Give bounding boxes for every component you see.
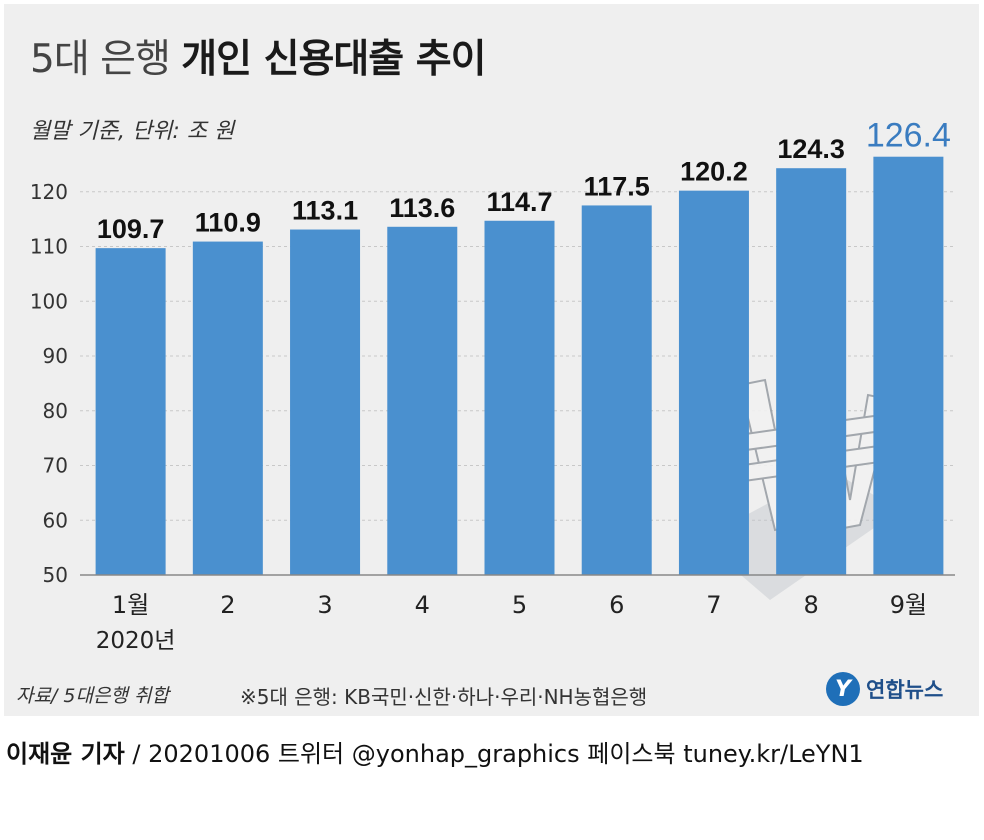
data-label: 113.6	[389, 193, 455, 223]
y-tick-label: 90	[43, 344, 68, 368]
bar	[873, 156, 944, 575]
x-tick-label: 1월	[112, 591, 149, 619]
data-label: 110.9	[195, 208, 261, 238]
title-bold: 개인 신용대출 추이	[181, 37, 486, 82]
banks-note: ※5대 은행: KB국민·신한·하나·우리·NH농협은행	[240, 685, 648, 709]
x-tick-label: 9월	[890, 591, 927, 619]
byline: 이재윤 기자 / 20201006 트위터 @yonhap_graphics 페…	[6, 734, 864, 769]
bar	[192, 241, 263, 575]
bar	[776, 168, 847, 575]
x-tick-label: 2	[220, 591, 235, 619]
title-light: 5대 은행	[30, 37, 171, 82]
x-tick-label: 3	[317, 591, 332, 619]
x-tick-label: 4	[415, 591, 430, 619]
data-label: 113.1	[292, 196, 358, 226]
bar	[484, 220, 555, 575]
bar	[387, 226, 458, 576]
bar	[290, 229, 361, 575]
x-tick-label: 6	[609, 591, 624, 619]
year-label: 2020년	[96, 628, 176, 654]
y-tick-label: 70	[43, 454, 68, 478]
data-label: 114.7	[486, 187, 552, 217]
source-note: 자료/ 5대은행 취합	[16, 685, 169, 707]
bar-chart: 109.7 110.9 113.1 113.6 114.7 117.5 120.2 124.3…	[30, 117, 955, 654]
yonhap-logo-icon: Y	[826, 672, 860, 706]
y-tick-label: 120	[30, 180, 68, 204]
data-label: 117.5	[584, 171, 650, 201]
x-tick-label: 8	[804, 591, 819, 619]
data-label: 124.3	[777, 134, 845, 164]
y-tick-label: 100	[30, 289, 68, 313]
bar	[95, 248, 166, 575]
reporter-name: 이재윤 기자	[6, 740, 125, 768]
x-tick-label: 7	[706, 591, 721, 619]
data-label: 126.4	[866, 117, 951, 155]
y-tick-label: 60	[43, 508, 68, 532]
chart-title: 5대 은행 개인 신용대출 추이	[30, 28, 486, 84]
y-tick-label: 80	[43, 399, 68, 423]
data-label: 109.7	[97, 214, 165, 244]
byline-details: / 20201006 트위터 @yonhap_graphics 페이스북 tun…	[124, 740, 864, 768]
chart-subtitle: 월말 기준, 단위: 조 원	[30, 119, 235, 144]
yonhap-logo: Y 연합뉴스	[826, 672, 943, 706]
x-tick-label: 5	[512, 591, 527, 619]
y-tick-label: 110	[30, 235, 68, 259]
yonhap-logo-text: 연합뉴스	[866, 678, 944, 702]
bar	[678, 190, 749, 575]
bar	[581, 205, 652, 575]
y-tick-label: 50	[43, 563, 68, 587]
data-label: 120.2	[680, 157, 748, 187]
